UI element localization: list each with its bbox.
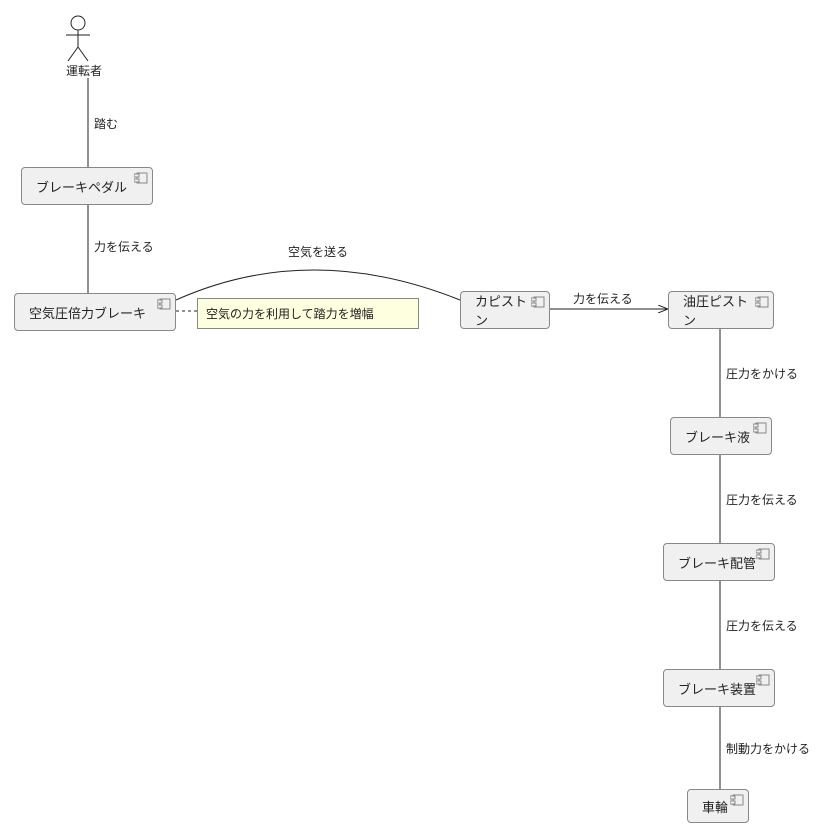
component-icon: [756, 674, 770, 689]
component-icon: [730, 794, 744, 809]
edge-label-1: 力を伝える: [94, 238, 154, 255]
note-text: 空気の力を利用して踏力を増幅: [206, 307, 374, 321]
edge-2: [176, 270, 460, 300]
component-icon: [134, 172, 148, 187]
component-airbrake: 空気圧倍力ブレーキ: [14, 293, 176, 331]
component-icon: [531, 296, 545, 311]
edge-label-6: 圧力を伝える: [726, 617, 798, 634]
edge-label-5: 圧力を伝える: [726, 491, 798, 508]
component-label: ブレーキ液: [685, 427, 750, 446]
component-device: ブレーキ装置: [663, 669, 775, 707]
edge-label-0: 踏む: [94, 115, 118, 132]
edge-label-7: 制動力をかける: [726, 740, 810, 757]
component-wheel: 車輪: [687, 789, 749, 823]
component-pipe: ブレーキ配管: [663, 543, 775, 581]
actor-label: 運転者: [66, 62, 102, 79]
component-icon: [157, 298, 171, 313]
actor-driver: [63, 15, 93, 68]
component-pedal: ブレーキペダル: [21, 167, 153, 205]
component-label: カピストン: [475, 291, 535, 329]
component-icon: [755, 296, 769, 311]
edge-label-3: 力を伝える: [573, 290, 633, 307]
component-hydpiston: 油圧ピストン: [668, 291, 774, 329]
component-piston: カピストン: [460, 291, 550, 329]
component-fluid: ブレーキ液: [670, 417, 772, 455]
component-label: ブレーキ配管: [678, 553, 756, 572]
component-label: 空気圧倍力ブレーキ: [29, 303, 146, 322]
component-label: 油圧ピストン: [683, 291, 759, 329]
edge-label-2: 空気を送る: [288, 243, 348, 260]
component-label: ブレーキペダル: [36, 177, 127, 196]
note-booster: 空気の力を利用して踏力を増幅: [197, 298, 419, 329]
component-icon: [753, 422, 767, 437]
component-label: ブレーキ装置: [678, 679, 756, 698]
edge-label-4: 圧力をかける: [726, 365, 798, 382]
component-icon: [756, 548, 770, 563]
component-label: 車輪: [702, 797, 728, 816]
